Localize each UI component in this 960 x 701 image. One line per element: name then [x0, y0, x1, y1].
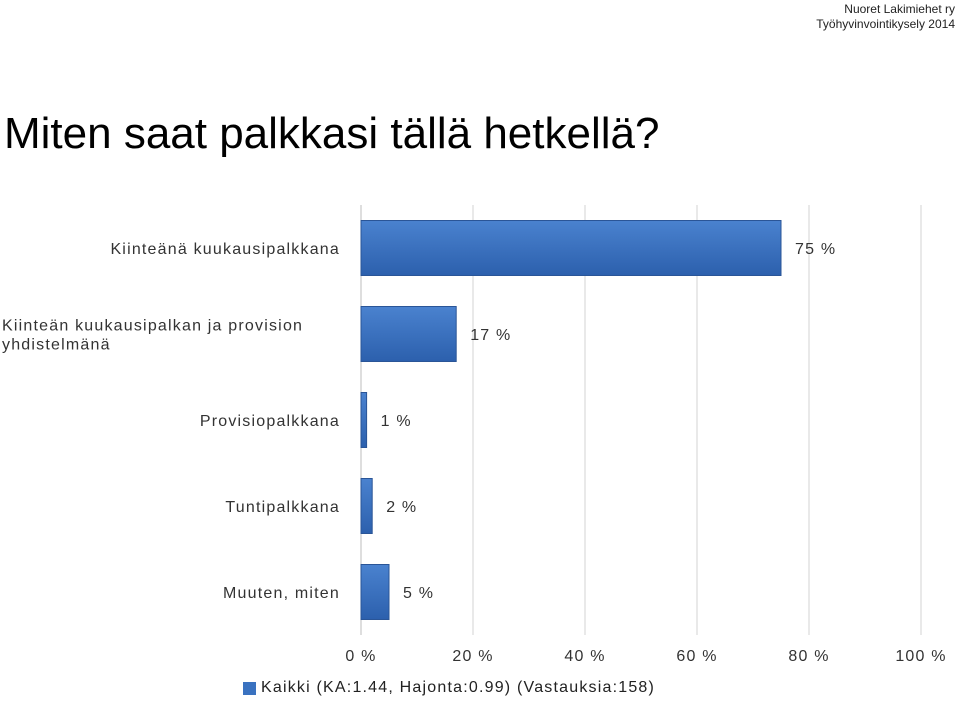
x-tick-label: 40 %: [564, 648, 605, 665]
x-tick-label: 0 %: [345, 648, 376, 665]
page-title: Miten saat palkkasi tällä hetkellä?: [4, 109, 660, 158]
category-label: Muuten, miten: [223, 585, 340, 602]
legend-label: Kaikki (KA:1.44, Hajonta:0.99) (Vastauks…: [261, 679, 656, 696]
category-label: Kiinteänä kuukausipalkkana: [110, 241, 340, 258]
x-tick-label: 100 %: [895, 648, 946, 665]
legend-swatch: [243, 681, 256, 695]
bar: [360, 220, 782, 276]
grid-lines: [360, 205, 922, 635]
bar-chart: 0 % 20 % 40 % 60 % 80 % 100 % 75 % Kiinteänä ku…: [2, 205, 946, 665]
x-tick-label: 80 %: [788, 648, 829, 665]
x-tick-label: 60 %: [676, 648, 717, 665]
x-tick-label: 20 %: [452, 648, 493, 665]
bar: [360, 392, 368, 448]
category-label: Provisiopalkkana: [200, 413, 340, 430]
category-label: Tuntipalkkana: [225, 499, 340, 516]
org-name: Nuoret Lakimiehet ry: [844, 2, 955, 16]
legend: Kaikki (KA:1.44, Hajonta:0.99) (Vastauks…: [243, 679, 655, 697]
category-label: yhdistelmänä: [2, 337, 111, 354]
data-label: 17 %: [470, 327, 511, 344]
bar: [360, 478, 373, 534]
bar: [360, 564, 390, 620]
data-label: 1 %: [381, 413, 412, 430]
bars: [360, 220, 782, 620]
data-label: 75 %: [795, 241, 836, 258]
labels: 0 % 20 % 40 % 60 % 80 % 100 % 75 % Kiinteänä ku…: [2, 241, 946, 665]
header-info: Nuoret Lakimiehet ry Työhyvinvointikysel…: [816, 2, 955, 32]
data-label: 2 %: [386, 499, 417, 516]
bar: [360, 306, 457, 362]
survey-name: Työhyvinvointikysely 2014: [816, 17, 955, 31]
category-label: Kiinteän kuukausipalkan ja provision: [2, 318, 303, 335]
data-label: 5 %: [403, 585, 434, 602]
